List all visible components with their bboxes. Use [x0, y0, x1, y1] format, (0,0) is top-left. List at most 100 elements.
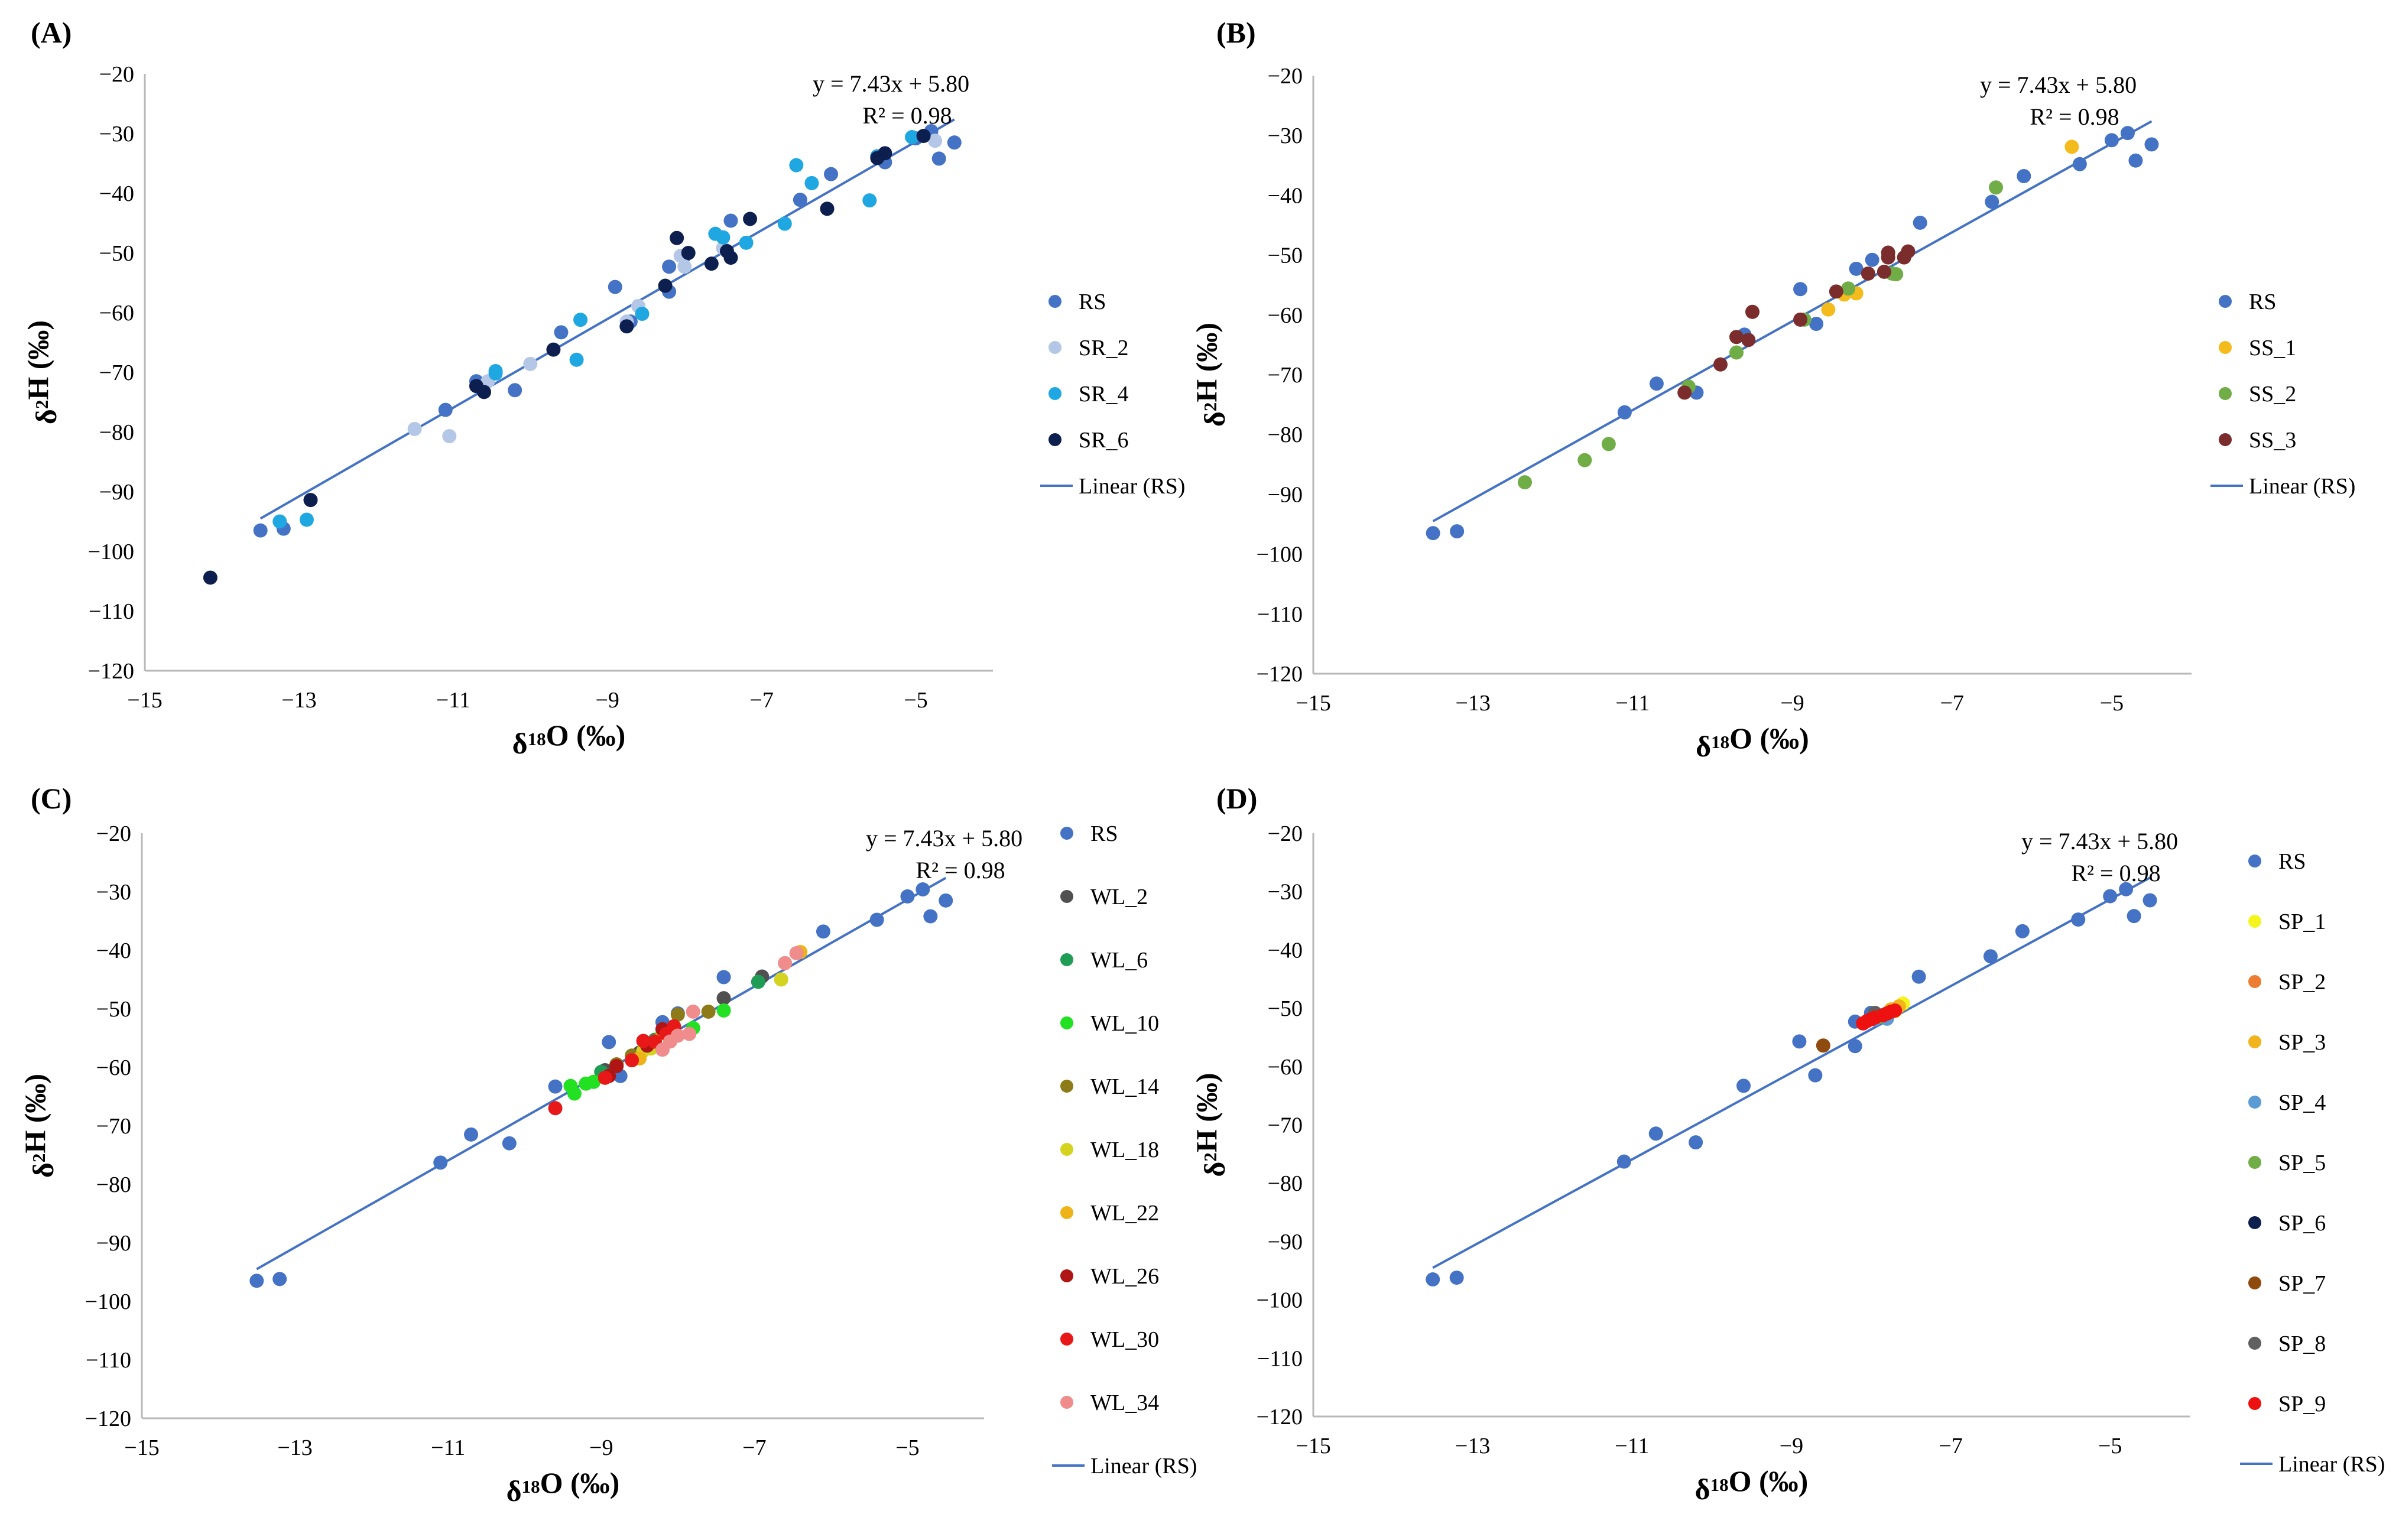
- x-tick-label: −13: [1455, 691, 1490, 716]
- series-sr-6: [203, 129, 931, 585]
- data-point: [1888, 1003, 1903, 1018]
- y-tick-label: −90: [96, 1231, 131, 1256]
- data-point: [1426, 526, 1440, 541]
- x-tick-label: −15: [127, 688, 162, 713]
- data-point: [816, 924, 830, 939]
- legend: RS WL_2 WL_6 WL_10 WL_14 WL_18 WL_22 WL_26 WL_30…: [1052, 821, 1197, 1479]
- y-axis-title: δ2H (‰): [1190, 1073, 1231, 1177]
- data-point: [635, 307, 650, 321]
- y-tick-label: −30: [96, 880, 131, 905]
- data-point: [272, 514, 287, 529]
- legend-marker: [2219, 387, 2232, 400]
- data-point: [1829, 284, 1843, 299]
- data-point: [778, 956, 793, 970]
- data-point: [299, 512, 314, 527]
- x-tick-label: −7: [1940, 691, 1964, 716]
- series-wl-34: [655, 946, 804, 1057]
- legend-label: SR_6: [1079, 428, 1128, 453]
- data-point: [824, 167, 839, 181]
- data-point: [670, 1007, 685, 1022]
- equation-annotation: y = 7.43x + 5.80: [2021, 828, 2178, 855]
- y-tick-label: −110: [89, 599, 134, 624]
- y-tick-label: −100: [1257, 1288, 1303, 1313]
- data-point: [602, 1035, 616, 1050]
- legend-label: Linear (RS): [1079, 474, 1185, 499]
- data-point: [2017, 169, 2031, 184]
- x-tick-label: −15: [1296, 691, 1330, 716]
- y-tick-label: −80: [99, 420, 134, 445]
- x-tick-label: −7: [1939, 1434, 1962, 1458]
- legend-label: SP_7: [2278, 1271, 2326, 1296]
- equation-annotation: y = 7.43x + 5.80: [813, 70, 969, 97]
- y-tick-label: −40: [1268, 183, 1303, 208]
- legend-marker: [2248, 1035, 2261, 1048]
- data-point: [1793, 282, 1808, 297]
- series-sr-4: [272, 130, 920, 529]
- data-point: [488, 363, 503, 378]
- data-point: [1713, 357, 1728, 372]
- data-point: [1677, 385, 1692, 400]
- data-point: [2128, 153, 2143, 168]
- data-point: [2064, 139, 2079, 154]
- data-point: [1816, 1038, 1830, 1053]
- equation-annotation: R² = 0.98: [862, 102, 952, 129]
- equation-annotation: R² = 0.98: [2030, 103, 2119, 130]
- y-tick-label: −110: [86, 1348, 131, 1373]
- data-point: [609, 1059, 624, 1074]
- legend-label: WL_6: [1090, 948, 1148, 973]
- y-tick-label: −40: [96, 938, 131, 963]
- data-point: [862, 193, 877, 208]
- chart-panel-1: (A) −20 −30 −40 −50 −60 −70 −80 −90 −100 −110 −120 −…: [21, 16, 1185, 760]
- data-point: [502, 1136, 517, 1151]
- data-point: [2071, 912, 2086, 927]
- legend-label: WL_30: [1090, 1327, 1159, 1352]
- data-point: [670, 1028, 685, 1043]
- chart-panel-4: (D) −20 −30 −40 −50 −60 −70 −80 −90 −100 −110 −120 −…: [1190, 782, 2385, 1506]
- legend-marker: [1048, 341, 1061, 354]
- data-point: [716, 230, 731, 245]
- legend-label: SS_2: [2249, 382, 2296, 407]
- data-point: [869, 912, 884, 927]
- legend-label: Linear (RS): [2249, 474, 2355, 499]
- legend-marker: [2248, 915, 2261, 928]
- data-point: [677, 259, 692, 274]
- data-point: [1745, 304, 1760, 319]
- data-point: [1450, 524, 1465, 539]
- data-point: [1649, 376, 1664, 391]
- legend-marker: [1048, 433, 1061, 446]
- data-point: [1601, 437, 1616, 451]
- series-rs: [253, 124, 962, 538]
- data-point: [723, 213, 738, 228]
- data-point: [793, 193, 807, 207]
- data-point: [1517, 475, 1532, 490]
- legend-marker: [2219, 433, 2232, 446]
- x-tick-label: −11: [1615, 1434, 1649, 1458]
- data-point: [905, 130, 920, 145]
- trendline: [259, 118, 955, 520]
- data-point: [939, 893, 953, 908]
- data-point: [1848, 1039, 1862, 1054]
- data-point: [1729, 330, 1744, 345]
- data-point: [1648, 1126, 1663, 1141]
- legend-label: SP_3: [2278, 1030, 2326, 1055]
- data-point: [2104, 133, 2119, 148]
- data-point: [1449, 1271, 1464, 1285]
- data-point: [2103, 889, 2118, 904]
- data-point: [682, 1026, 697, 1041]
- data-point: [586, 1074, 601, 1089]
- equation-annotation: R² = 0.98: [916, 857, 1005, 883]
- data-point: [272, 1272, 287, 1286]
- legend-marker: [1060, 953, 1073, 966]
- data-point: [548, 1101, 563, 1116]
- x-tick-label: −13: [277, 1435, 312, 1460]
- data-point: [931, 151, 946, 166]
- data-point: [1729, 345, 1744, 360]
- trendline: [1432, 120, 2153, 522]
- y-tick-label: −30: [99, 122, 134, 147]
- legend-label: RS: [2278, 849, 2306, 874]
- data-point: [789, 946, 804, 960]
- data-point: [789, 158, 804, 173]
- y-tick-label: −70: [1268, 363, 1303, 388]
- data-point: [923, 909, 938, 924]
- legend-marker: [1060, 1080, 1073, 1093]
